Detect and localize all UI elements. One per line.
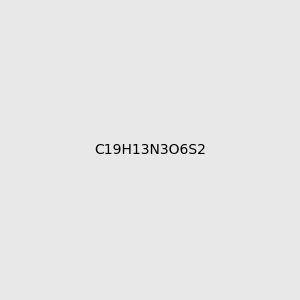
Text: C19H13N3O6S2: C19H13N3O6S2	[94, 143, 206, 157]
